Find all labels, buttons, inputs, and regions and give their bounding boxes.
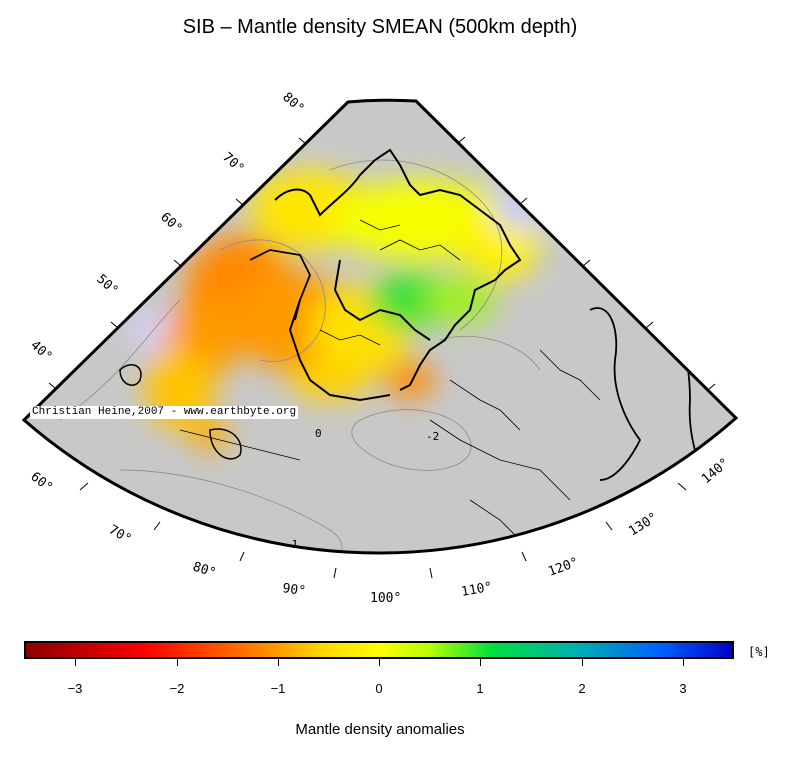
contour-label: -2	[426, 430, 439, 443]
colorbar-unit: [%]	[748, 645, 770, 659]
longitude-label: 90°	[281, 581, 306, 599]
credit-text: Christian Heine,2007 - www.earthbyte.org	[30, 406, 299, 419]
map-frame	[21, 98, 739, 555]
longitude-label: 130°	[626, 510, 661, 539]
colorbar-tick	[582, 659, 583, 666]
coastlines	[119, 148, 701, 541]
latitude-label: 40°	[27, 338, 54, 365]
page-title: SIB – Mantle density SMEAN (500km depth)	[182, 16, 578, 38]
colorbar-tick-label: 1	[476, 681, 484, 696]
colorbar-tick	[75, 659, 76, 666]
longitude-label: 70°	[106, 522, 134, 547]
colorbar-tick	[480, 659, 481, 666]
latitude-label: 80°	[279, 90, 306, 117]
longitude-label: 110°	[460, 580, 493, 600]
colorbar-tick	[177, 659, 178, 666]
colorbar-label: Mantle density anomalies	[295, 721, 465, 738]
frame-ticks	[48, 136, 716, 579]
longitude-label: 60°	[28, 469, 56, 495]
map-panel: -1 -2 0 80° 70° 60° 50° 40° 60° 70°	[21, 90, 739, 606]
colorbar	[24, 641, 734, 659]
latitude-label: 50°	[93, 272, 120, 299]
colorbar-tick-label: −3	[67, 681, 83, 696]
colorbar-tick-label: −2	[169, 681, 185, 696]
colorbar-tick-label: 3	[679, 681, 687, 696]
colorbar-tick	[278, 659, 279, 666]
latitude-label: 70°	[219, 150, 246, 177]
colorbar-tick-label: 0	[375, 681, 383, 696]
latitude-label: 60°	[157, 210, 184, 237]
colorbar-tick	[683, 659, 684, 666]
contour-label: 0	[315, 427, 322, 440]
longitude-label: 100°	[370, 591, 401, 606]
longitude-label: 80°	[191, 560, 218, 582]
colorbar-tick-label: 2	[578, 681, 586, 696]
longitude-label: 120°	[546, 555, 581, 580]
colorbar-tick-label: −1	[270, 681, 286, 696]
colorbar-tick	[379, 659, 380, 666]
longitude-label: 140°	[699, 455, 733, 487]
